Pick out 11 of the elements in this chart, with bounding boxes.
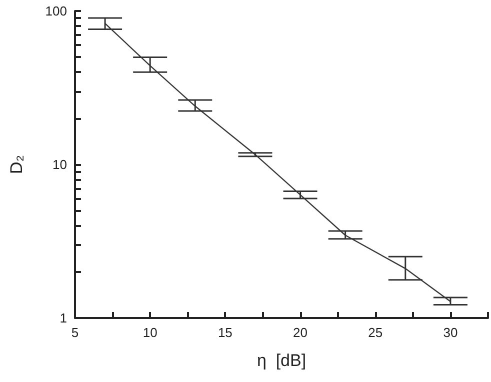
x-tick-label: 25 xyxy=(368,325,383,340)
y-axis-title: D₂ xyxy=(7,155,26,174)
y-tick-label: 10 xyxy=(52,157,67,172)
x-tick-label: 30 xyxy=(443,325,458,340)
y-tick-label: 1 xyxy=(60,310,67,326)
x-tick-label: 5 xyxy=(71,325,79,340)
x-tick-label: 10 xyxy=(142,325,158,340)
x-axis-title: η [dB] xyxy=(256,351,306,370)
x-tick-label: 15 xyxy=(218,325,232,340)
x-tick-label: 20 xyxy=(293,325,308,340)
y-tick-label: 100 xyxy=(45,4,67,18)
